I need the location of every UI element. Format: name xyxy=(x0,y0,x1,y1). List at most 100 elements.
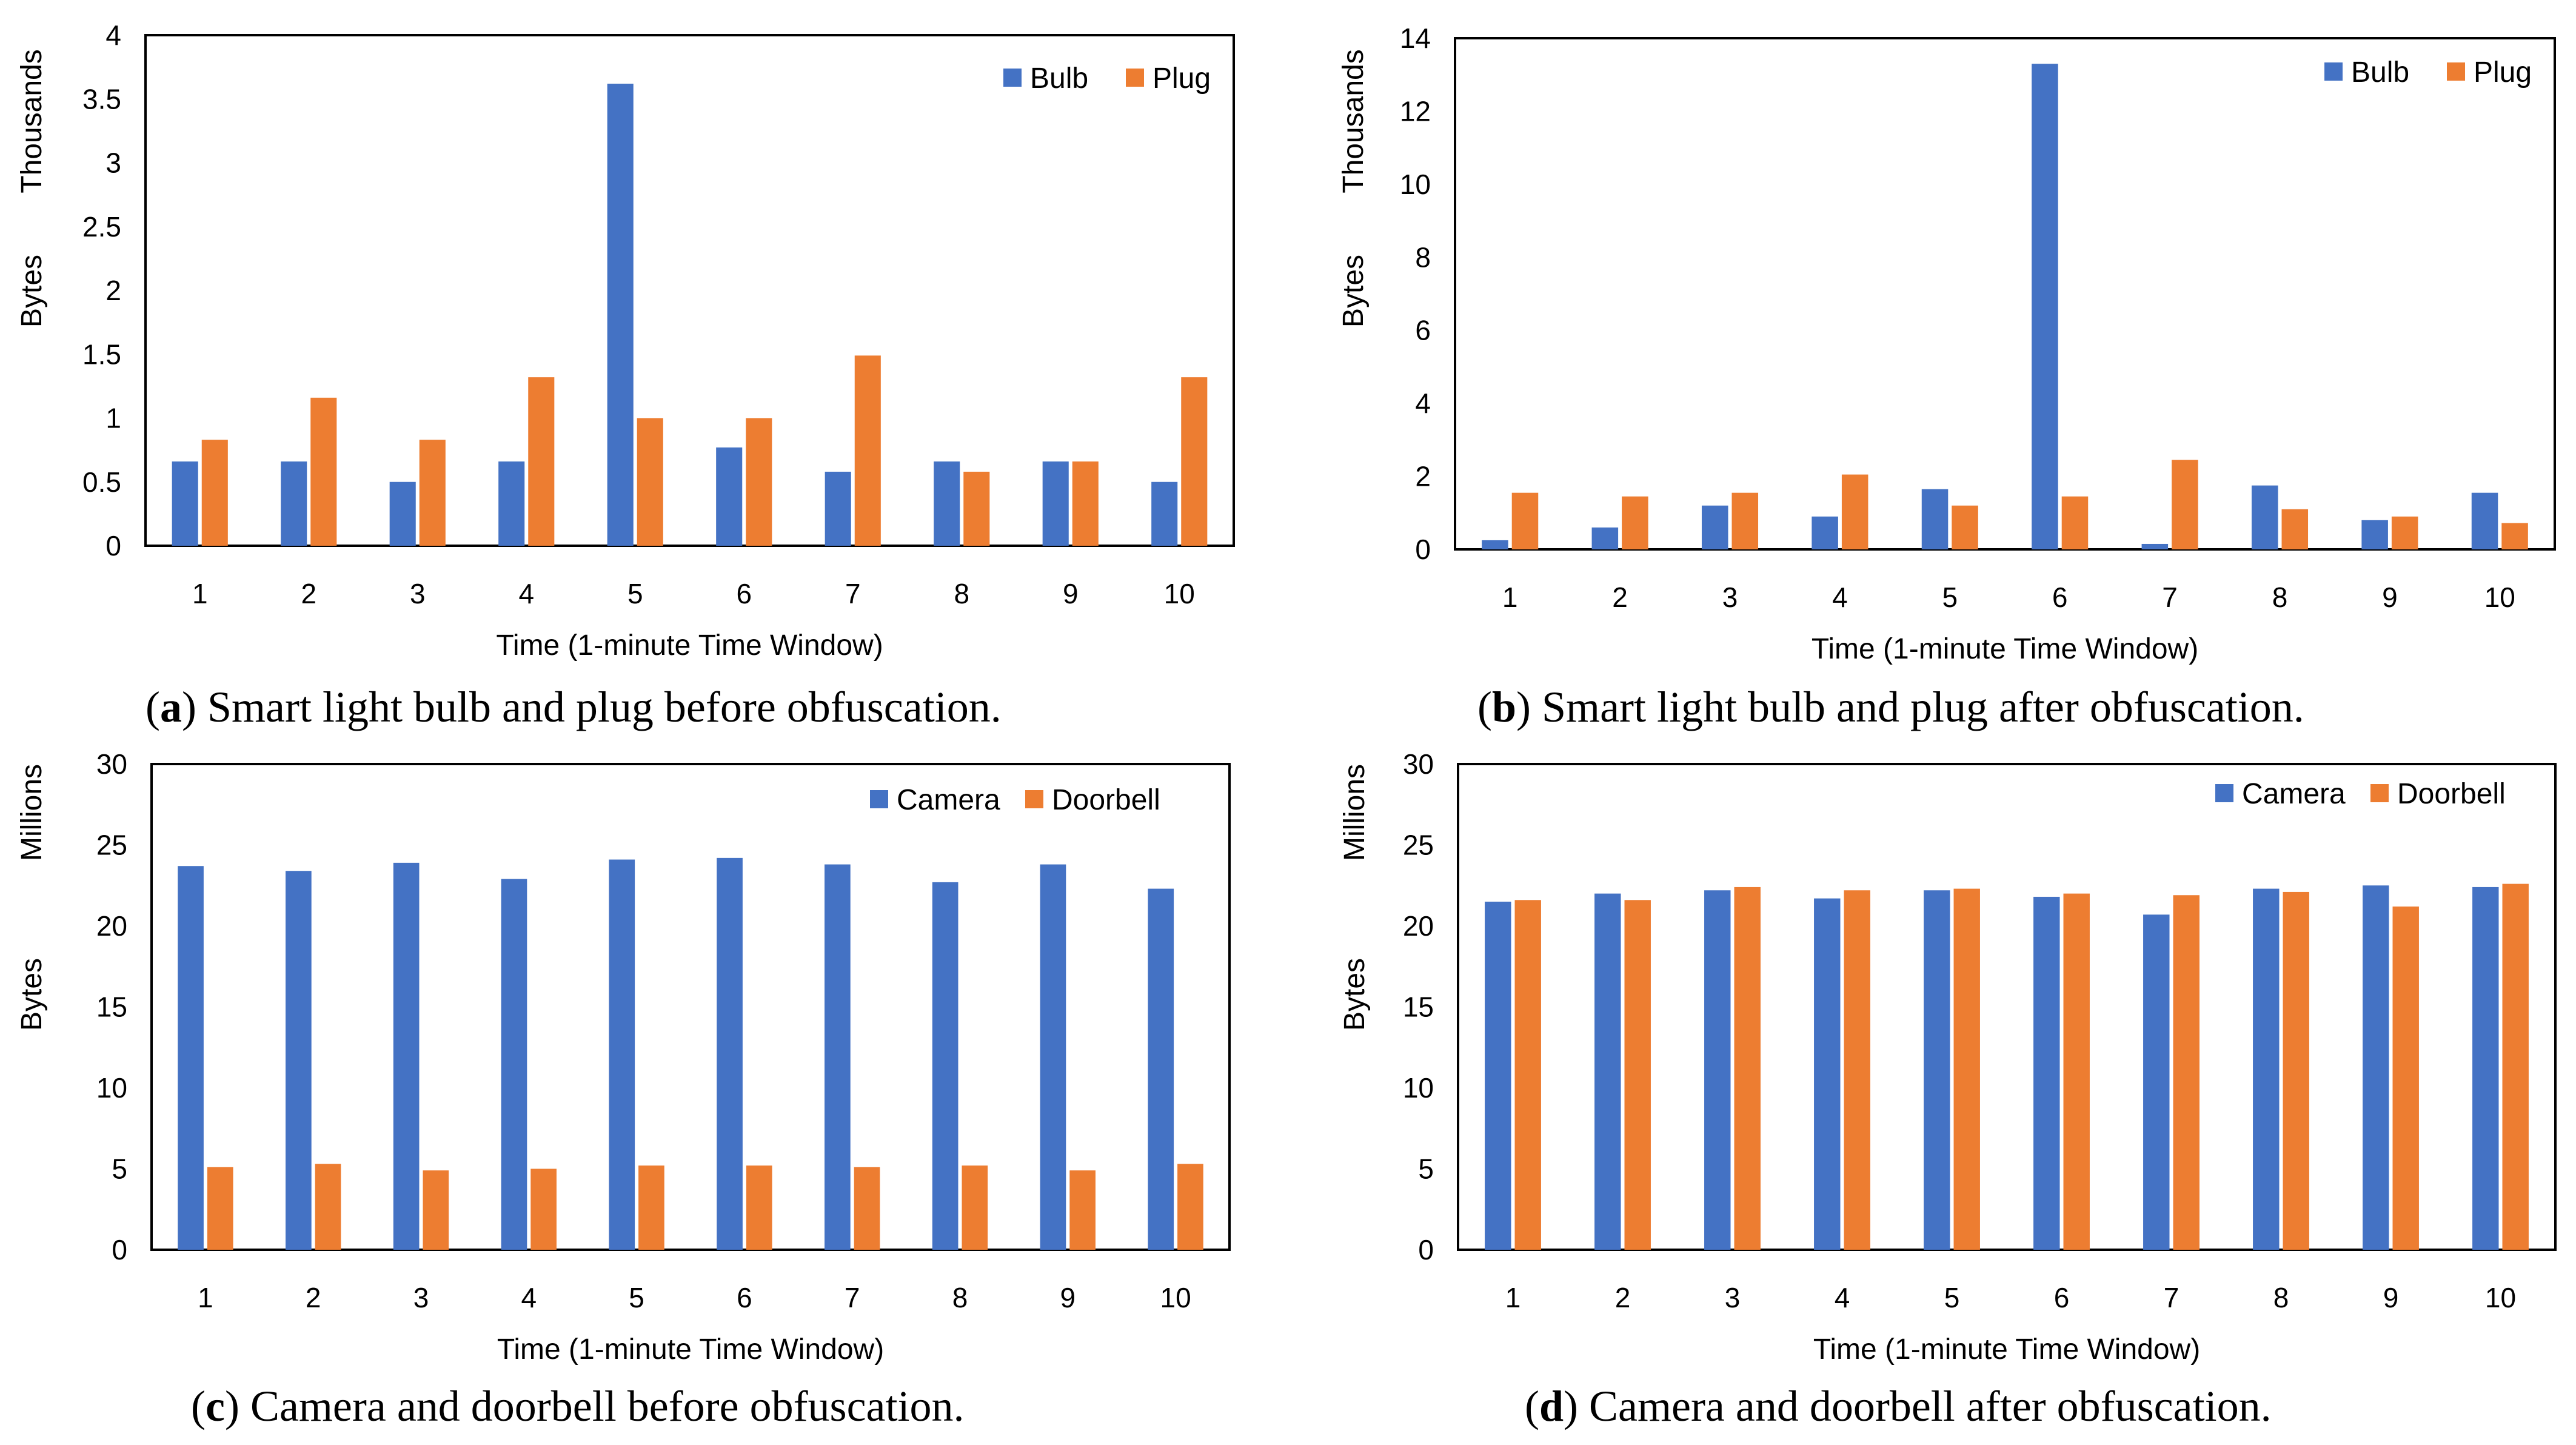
chart-a-bar-plug-5 xyxy=(637,418,663,546)
chart-c-xtick: 4 xyxy=(521,1282,537,1313)
chart-c-plot-frame xyxy=(150,763,1231,1251)
chart-b-bar-plug-10 xyxy=(2501,523,2528,549)
caption-c-text: Camera and doorbell before obfuscation. xyxy=(250,1382,965,1430)
chart-a-legend-plug: Plug xyxy=(1153,62,1211,95)
chart-c-bar-doorbell-1 xyxy=(207,1167,233,1250)
chart-a-legend-swatch-bulb xyxy=(1003,69,1022,87)
chart-a-xtick: 3 xyxy=(410,578,426,609)
chart-b-ytick: 12 xyxy=(1400,95,1431,127)
chart-c-bar-doorbell-9 xyxy=(1069,1170,1096,1250)
chart-d-bar-camera-8 xyxy=(2253,888,2280,1250)
chart-b-xtick: 2 xyxy=(1612,582,1628,613)
chart-a-xlabel: Time (1-minute Time Window) xyxy=(496,629,883,662)
chart-c-ylabel: Bytes xyxy=(16,958,48,1031)
chart-c-xtick: 9 xyxy=(1060,1282,1076,1313)
chart-b-bar-bulb-3 xyxy=(1701,505,1728,549)
chart-d-bar-doorbell-5 xyxy=(1953,888,1980,1250)
chart-a-xtick: 10 xyxy=(1164,578,1195,609)
chart-a-bar-bulb-10 xyxy=(1151,481,1178,546)
chart-c-xtick: 10 xyxy=(1160,1282,1191,1313)
chart-d-bar-camera-5 xyxy=(1924,890,1950,1250)
chart-a-bar-plug-4 xyxy=(528,377,555,546)
chart-d-bar-camera-3 xyxy=(1704,890,1731,1250)
chart-a-bar-bulb-4 xyxy=(498,461,525,546)
chart-d-bar-doorbell-4 xyxy=(1844,890,1870,1250)
chart-b-xtick: 4 xyxy=(1832,582,1848,613)
chart-d-bar-doorbell-2 xyxy=(1624,900,1651,1250)
chart-d-xlabel: Time (1-minute Time Window) xyxy=(1813,1333,2200,1366)
chart-c-xtick: 5 xyxy=(629,1282,644,1313)
chart-a-bar-bulb-8 xyxy=(934,461,960,546)
chart-a-plot-frame xyxy=(144,34,1235,547)
chart-a-bar-plug-10 xyxy=(1181,377,1208,546)
chart-c-legend-camera: Camera xyxy=(897,784,1000,816)
chart-b-ylabel: Bytes xyxy=(1337,255,1370,327)
chart-c-bar-doorbell-10 xyxy=(1177,1164,1203,1250)
chart-a-ytick: 0.5 xyxy=(82,466,121,498)
chart-c-legend-swatch-camera xyxy=(870,790,888,808)
chart-a-bar-bulb-2 xyxy=(281,461,307,546)
chart-c-yunit: Millions xyxy=(16,764,48,861)
chart-c-bar-camera-6 xyxy=(717,857,743,1250)
chart-c: 0 5 10 15 20 25 30 Millions Bytes 1 2 3 4 5 6 7 8 9 10 Time… xyxy=(16,748,1231,1366)
chart-c-bar-doorbell-5 xyxy=(638,1165,664,1250)
chart-a-ytick: 2.5 xyxy=(82,211,121,243)
caption-b: (b) Smart light bulb and plug after obfu… xyxy=(1477,683,2304,731)
chart-a-xtick: 6 xyxy=(736,578,752,609)
chart-d-xtick: 3 xyxy=(1725,1282,1741,1313)
chart-c-ytick: 20 xyxy=(96,910,127,942)
chart-c-legend-doorbell: Doorbell xyxy=(1052,784,1160,816)
caption-c-label: c xyxy=(205,1382,225,1430)
chart-a-legend-swatch-plug xyxy=(1126,69,1144,87)
chart-d-ytick: 0 xyxy=(1418,1234,1434,1266)
chart-c-bar-doorbell-3 xyxy=(423,1170,449,1250)
chart-c-bar-camera-10 xyxy=(1148,888,1174,1250)
chart-b-bar-plug-5 xyxy=(1952,505,1978,549)
chart-c-bar-doorbell-2 xyxy=(315,1164,341,1250)
chart-c-xtick: 6 xyxy=(737,1282,752,1313)
chart-a-ytick: 1 xyxy=(105,403,121,434)
caption-d-label: d xyxy=(1539,1382,1564,1430)
chart-d-legend-swatch-camera xyxy=(2215,784,2233,802)
chart-d-xtick: 9 xyxy=(2383,1282,2399,1313)
chart-a-bar-bulb-5 xyxy=(607,83,634,546)
chart-a-bar-plug-1 xyxy=(201,440,228,546)
chart-a-ytick: 0 xyxy=(105,530,121,562)
chart-a-ylabel: Bytes xyxy=(16,255,48,327)
caption-a-text: Smart light bulb and plug before obfusca… xyxy=(207,683,1002,731)
chart-d-ytick: 25 xyxy=(1403,830,1434,861)
chart-d-bar-camera-7 xyxy=(2143,914,2170,1250)
chart-a-xtick: 4 xyxy=(518,578,534,609)
chart-c-xtick: 7 xyxy=(845,1282,860,1313)
chart-b-ytick: 6 xyxy=(1415,315,1431,346)
chart-b-xtick: 9 xyxy=(2382,582,2398,613)
chart-a-xtick: 8 xyxy=(954,578,969,609)
chart-a-xtick: 9 xyxy=(1063,578,1079,609)
chart-d-bar-camera-6 xyxy=(2033,896,2060,1250)
chart-c-ytick: 30 xyxy=(96,748,127,780)
chart-a: 0 0.5 1 1.5 2 2.5 3 3.5 4 Thousands Bytes 1 2 3 4 5 6 7 8 9… xyxy=(16,19,1235,662)
chart-d-xtick: 8 xyxy=(2273,1282,2289,1313)
chart-a-bar-bulb-7 xyxy=(825,471,851,546)
chart-d-ytick: 5 xyxy=(1418,1153,1434,1185)
chart-d-xtick: 6 xyxy=(2054,1282,2070,1313)
chart-c-xtick: 1 xyxy=(198,1282,213,1313)
chart-d-bar-doorbell-9 xyxy=(2392,906,2419,1250)
chart-d-ytick: 10 xyxy=(1403,1072,1434,1104)
chart-d-xtick: 2 xyxy=(1615,1282,1631,1313)
chart-d-bar-camera-10 xyxy=(2472,887,2499,1250)
chart-c-bar-camera-8 xyxy=(932,882,958,1250)
chart-b-xtick: 5 xyxy=(1942,582,1958,613)
chart-b-bar-bulb-1 xyxy=(1482,540,1508,549)
chart-d-bar-doorbell-8 xyxy=(2283,891,2309,1250)
chart-a-xtick: 2 xyxy=(301,578,316,609)
chart-b-ytick: 4 xyxy=(1415,387,1431,419)
chart-b-xtick: 6 xyxy=(2052,582,2068,613)
chart-b-ytick: 14 xyxy=(1400,22,1431,54)
caption-c: (c) Camera and doorbell before obfuscati… xyxy=(191,1382,965,1430)
chart-d-ytick: 15 xyxy=(1403,991,1434,1023)
chart-a-xtick: 1 xyxy=(192,578,208,609)
chart-a-bar-plug-8 xyxy=(963,471,990,546)
chart-a-ytick: 4 xyxy=(105,19,121,51)
chart-b-xtick: 1 xyxy=(1502,582,1518,613)
